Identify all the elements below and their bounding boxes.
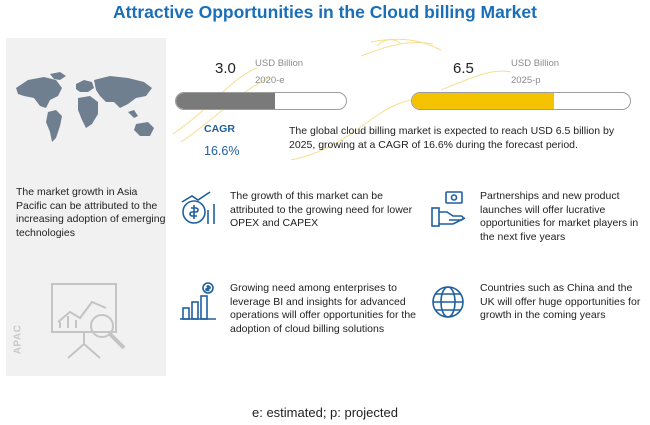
- handshake-money-icon: [431, 191, 466, 227]
- card-text: Growing need among enterprises to levera…: [230, 282, 416, 335]
- end-year: 2025-p: [511, 75, 541, 86]
- region-label: APAC: [12, 324, 24, 355]
- end-value: 6.5: [453, 60, 474, 77]
- cagr-label: CAGR: [204, 123, 235, 135]
- market-size-panel: 3.0 USD Billion 2020-e 6.5 USD Billion 2…: [171, 38, 644, 160]
- bar-2020: [176, 93, 275, 109]
- card-text: Partnerships and new product launches wi…: [480, 190, 639, 243]
- bar-2025-track: [411, 92, 631, 110]
- globe-icon: [432, 286, 464, 318]
- start-value: 3.0: [215, 60, 236, 77]
- analytics-board-icon: [51, 283, 126, 359]
- bar-chart-dollar-icon: [180, 282, 216, 320]
- world-map-icon: [16, 72, 154, 142]
- cagr-value: 16.6%: [204, 144, 240, 158]
- market-summary: The global cloud billing market is expec…: [289, 125, 615, 151]
- end-unit: USD Billion: [511, 58, 560, 69]
- bar-2020-track: [175, 92, 347, 110]
- footnote: e: estimated; p: projected: [252, 405, 398, 420]
- card-text: Countries such as China and the UK will …: [480, 282, 641, 321]
- region-panel: The market growth in Asia Pacific can be…: [6, 38, 166, 376]
- card-text: The growth of this market can be attribu…: [230, 190, 413, 229]
- start-year: 2020-e: [255, 75, 285, 86]
- bar-2025: [412, 93, 554, 109]
- start-unit: USD Billion: [255, 58, 304, 69]
- growth-driver-text: The market growth in Asia Pacific can be…: [16, 186, 166, 239]
- page-title: Attractive Opportunities in the Cloud bi…: [113, 2, 537, 22]
- money-chart-icon: [181, 191, 215, 224]
